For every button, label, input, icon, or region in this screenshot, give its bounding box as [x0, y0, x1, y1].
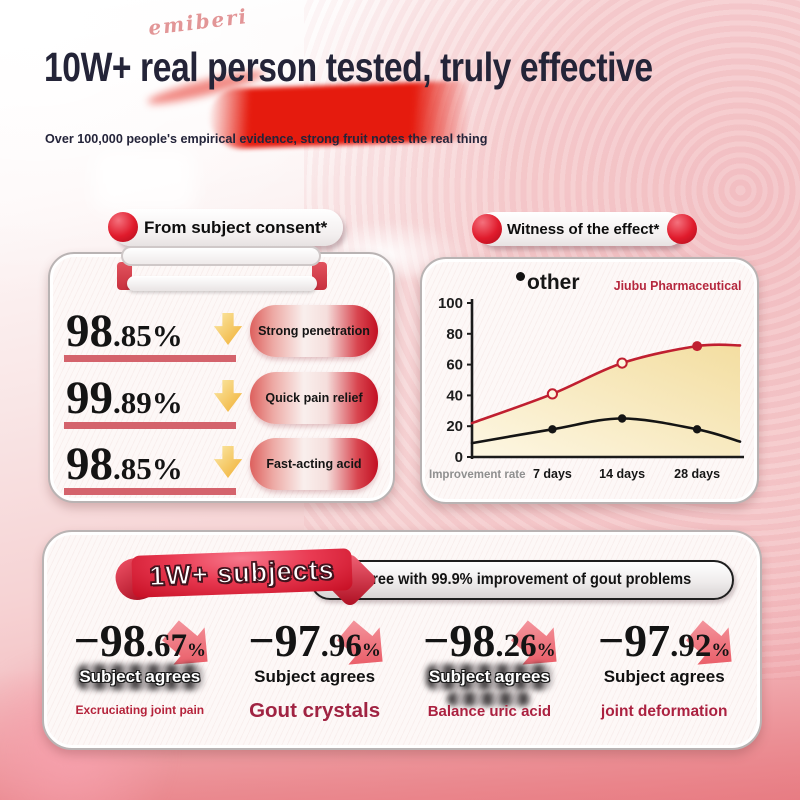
svg-text:28 days: 28 days [674, 467, 720, 481]
benefit-pill-label: Quick pain relief [265, 391, 363, 405]
censor-smudge [76, 664, 203, 690]
trend-arrow-icon [161, 620, 208, 665]
svg-text:40: 40 [446, 387, 463, 404]
red-dot-icon [667, 214, 698, 244]
effect-chart-panel: other Jiubu Pharmaceutical 0 20 40 60 80 100 7… [420, 257, 759, 504]
data-point-open [546, 388, 559, 400]
benefit-pill: Quick pain relief [250, 372, 378, 424]
stat-percentage: −97.96% [248, 615, 381, 666]
clip-bar [120, 246, 321, 266]
symptom-label: Excruciating joint pain [75, 703, 205, 717]
clipboard-clip [115, 246, 329, 298]
consent-panel: 98.85% Strong penetration 99.89% Quick p… [48, 246, 395, 503]
svg-text:20: 20 [446, 418, 463, 435]
section-header-consent: From subject consent* [108, 209, 344, 246]
trend-arrow-icon [336, 620, 383, 665]
legend-dot-icon [516, 272, 525, 281]
down-arrow-icon [213, 380, 243, 412]
down-arrow-icon [213, 446, 243, 478]
stat-frac: .85% [113, 450, 183, 486]
subjects-panel: Agree with 99.9% improvement of gout pro… [42, 530, 762, 750]
stat-percentage: −98.67% [73, 615, 207, 666]
ribbon-body: 1W+ subjects [131, 548, 353, 598]
consent-row: 99.89% Quick pain relief [64, 367, 378, 429]
benefit-pill-label: Strong penetration [258, 324, 370, 338]
svg-text:100: 100 [438, 297, 463, 312]
benefit-pill: Fast-acting acid [250, 438, 378, 490]
area-fill [472, 344, 740, 457]
censor-smudge [447, 692, 532, 706]
clip-wave [126, 276, 317, 291]
subject-stat: −98.67% Subject agrees Excruciating join… [55, 618, 225, 723]
blurred-product-shape [92, 148, 196, 212]
trend-arrow-icon [511, 620, 557, 665]
subjects-ribbon: 1W+ subjects [111, 548, 379, 609]
svg-text:0: 0 [455, 449, 463, 466]
subject-stat: −98.26% Subject agrees Balance uric acid [404, 618, 574, 723]
data-point-open [616, 357, 628, 369]
section-header-effect-label: Witness of the effect* [507, 220, 660, 238]
claim-text: Agree with 99.9% improvement of gout pro… [352, 571, 692, 588]
line-chart: 0 20 40 60 80 100 7 days 14 days 28 days Improvem… [429, 297, 744, 481]
stat-percentage: 99.89% [64, 371, 236, 429]
benefit-pill-label: Fast-acting acid [266, 457, 362, 471]
legend-brand: Jiubu Pharmaceutical [613, 278, 741, 293]
agree-label: Subject agrees [603, 667, 725, 686]
legend-other-label: other [527, 271, 580, 294]
benefit-pill: Strong penetration [250, 305, 378, 357]
stat-int: 99 [66, 371, 113, 424]
claim-pill: Agree with 99.9% improvement of gout pro… [310, 560, 734, 600]
stat-percentage: 98.85% [64, 304, 236, 362]
symptom-label: joint deformation [600, 703, 728, 720]
data-point [692, 425, 702, 434]
down-arrow-icon [213, 313, 243, 345]
data-point [692, 341, 703, 352]
svg-text:60: 60 [446, 357, 463, 374]
section-header-effect: Witness of the effect* [472, 212, 698, 246]
page-title: 10W+ real person tested, truly effective [44, 44, 653, 91]
censor-smudge [426, 664, 553, 690]
svg-text:80: 80 [446, 326, 463, 343]
symptom-label: Balance uric acid [427, 703, 552, 720]
red-dot-icon [108, 212, 138, 242]
ribbon-label: 1W+ subjects [148, 554, 336, 592]
data-point [617, 414, 627, 423]
red-dot-icon [472, 214, 502, 244]
symptom-label: Gout crystals [249, 699, 381, 722]
stat-percentage: −97.92% [597, 615, 731, 666]
page-subtitle: Over 100,000 people's empirical evidence… [45, 131, 488, 146]
section-header-consent-label: From subject consent* [144, 217, 328, 237]
svg-text:Improvement rate: Improvement rate [429, 469, 526, 481]
data-point [548, 425, 557, 434]
stat-percentage: 98.85% [64, 437, 236, 495]
page-title-text: 10W+ real person tested, truly effective [44, 44, 653, 90]
subject-stat: −97.96% Subject agrees Gout crystals [230, 618, 400, 723]
stat-percentage: −98.26% [423, 615, 556, 666]
subject-stats-row: −98.67% Subject agrees Excruciating join… [50, 618, 754, 723]
trend-arrow-icon [686, 620, 732, 665]
svg-text:7 days: 7 days [533, 467, 572, 481]
agree-label: Subject agrees [254, 667, 376, 686]
stat-int: 98 [66, 304, 113, 357]
svg-text:14 days: 14 days [599, 467, 645, 481]
stat-int: 98 [66, 437, 113, 490]
consent-row: 98.85% Fast-acting acid [64, 433, 378, 495]
agree-label: Subject agrees [428, 667, 550, 686]
legend-other: other [516, 271, 580, 295]
subject-stat: −97.92% Subject agrees joint deformation [579, 618, 749, 723]
consent-row: 98.85% Strong penetration [64, 300, 378, 362]
stat-frac: .89% [113, 384, 183, 420]
stat-frac: .85% [113, 317, 183, 353]
agree-label: Subject agrees [79, 667, 201, 686]
